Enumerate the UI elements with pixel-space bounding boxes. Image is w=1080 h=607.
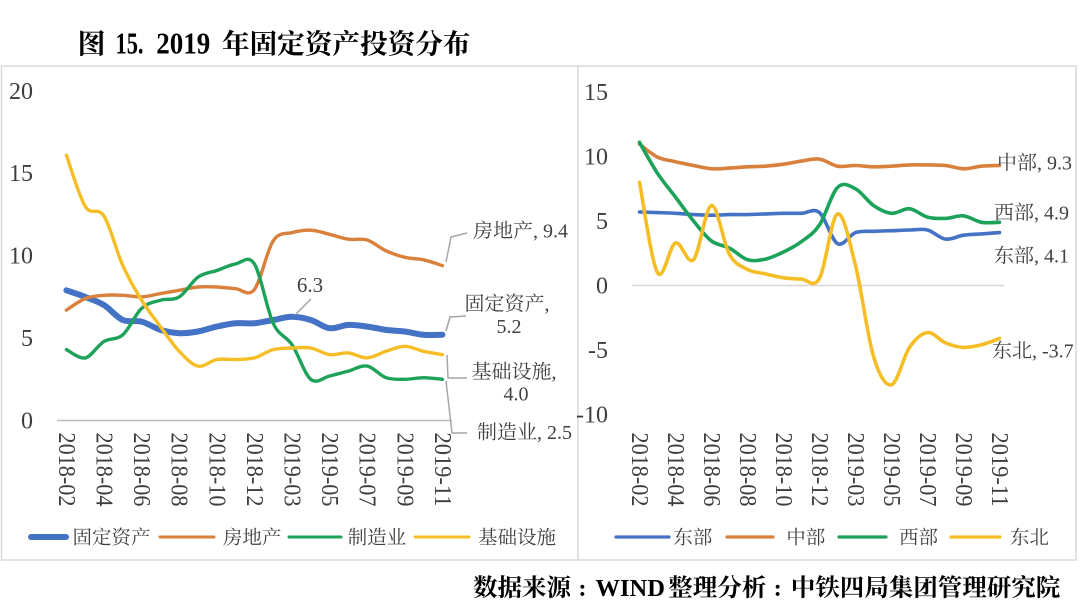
svg-text::: : (578, 575, 586, 602)
svg-text:2019-11: 2019-11 (986, 433, 1012, 507)
svg-text:5: 5 (21, 326, 33, 352)
svg-text:-10: -10 (576, 402, 608, 428)
svg-text:6.3: 6.3 (297, 273, 323, 297)
svg-text:2018-04: 2018-04 (91, 433, 117, 507)
svg-text:0: 0 (596, 273, 608, 299)
svg-text:, 4.9: , 4.9 (1034, 202, 1069, 224)
svg-text:2018-06: 2018-06 (698, 433, 724, 507)
svg-text:, 9.4: , 9.4 (533, 220, 568, 242)
svg-text:15: 15 (9, 161, 33, 187)
svg-text:WIND: WIND (596, 575, 665, 602)
svg-text:-5: -5 (588, 338, 608, 364)
svg-text:2018-02: 2018-02 (53, 433, 79, 507)
svg-text::: : (774, 575, 782, 602)
svg-text:, 2.5: , 2.5 (537, 422, 572, 444)
svg-text:,: , (552, 361, 557, 383)
svg-text:2018-12: 2018-12 (806, 433, 832, 507)
svg-text:2018-08: 2018-08 (166, 433, 192, 507)
svg-text:2019-03: 2019-03 (279, 433, 305, 507)
svg-text:2019-09: 2019-09 (950, 433, 976, 507)
svg-text:2019-07: 2019-07 (914, 433, 940, 507)
svg-text:4.0: 4.0 (504, 384, 529, 406)
svg-text:2018-12: 2018-12 (241, 433, 267, 507)
svg-text:2018-04: 2018-04 (662, 433, 688, 507)
svg-text:2019-05: 2019-05 (878, 433, 904, 507)
svg-text:10: 10 (584, 144, 608, 170)
svg-text:,: , (545, 293, 550, 315)
svg-text:15: 15 (584, 80, 608, 106)
svg-text:2018-08: 2018-08 (734, 433, 760, 507)
svg-text:20: 20 (9, 79, 33, 105)
svg-text:0: 0 (21, 408, 33, 434)
svg-text:, -3.7: , -3.7 (1032, 340, 1074, 362)
svg-text:, 9.3: , 9.3 (1037, 152, 1072, 174)
svg-text:2019: 2019 (156, 26, 210, 61)
svg-text:10: 10 (9, 244, 33, 270)
svg-text:2019-07: 2019-07 (354, 433, 380, 507)
svg-text:2018-10: 2018-10 (770, 433, 796, 507)
svg-text:2019-09: 2019-09 (391, 433, 417, 507)
svg-text:15.: 15. (116, 26, 144, 61)
svg-text:2019-05: 2019-05 (316, 433, 342, 507)
svg-text:2019-03: 2019-03 (842, 433, 868, 507)
svg-text:, 4.1: , 4.1 (1034, 245, 1069, 267)
svg-text:2018-10: 2018-10 (203, 433, 229, 507)
svg-text:2018-06: 2018-06 (128, 433, 154, 507)
svg-text:2019-11: 2019-11 (429, 433, 455, 507)
svg-text:5: 5 (596, 209, 608, 235)
svg-text:2018-02: 2018-02 (626, 433, 652, 507)
svg-text:5.2: 5.2 (497, 316, 522, 338)
